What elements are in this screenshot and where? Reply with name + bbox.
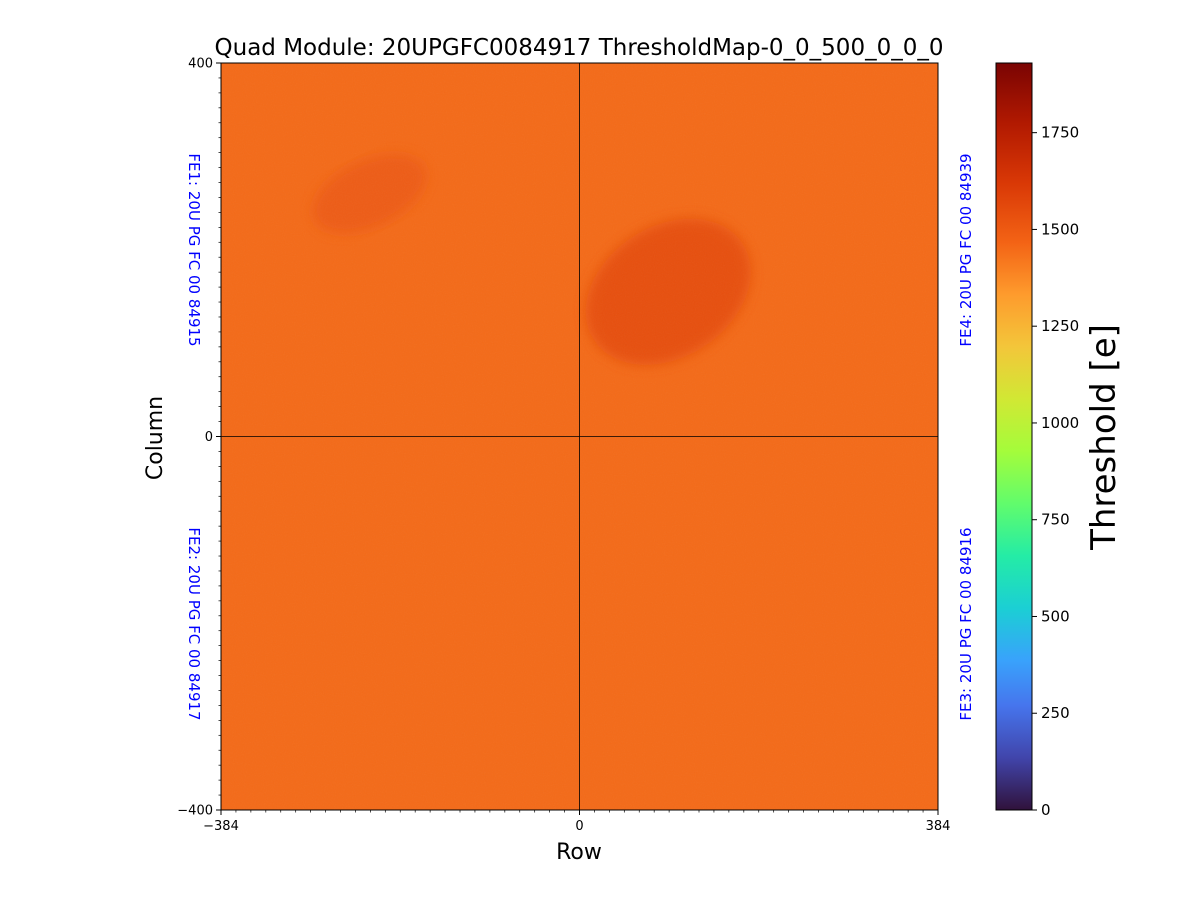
y-axis-label: Column <box>143 396 168 480</box>
chip-label-fe2: FE2: 20U PG FC 00 84917 <box>185 527 203 720</box>
heatmap-plot-area <box>220 62 939 811</box>
colorbar-label: Threshold [e] <box>1084 324 1124 551</box>
y-tick-label: 400 <box>188 57 213 72</box>
y-axis-ticks: −400 0 400 <box>177 57 221 819</box>
x-axis-label: Row <box>556 840 602 865</box>
x-tick-label: 0 <box>575 819 583 834</box>
x-axis-ticks: −384 0 384 <box>203 810 950 834</box>
colorbar-tick-label: 1000 <box>1041 414 1079 432</box>
chart-title: Quad Module: 20UPGFC0084917 ThresholdMap… <box>215 35 944 61</box>
colorbar-tick-label: 250 <box>1041 704 1070 722</box>
colorbar-frame <box>995 62 1033 811</box>
colorbar-ticks: 0 250 500 750 1000 1250 1500 1750 <box>1032 124 1079 819</box>
colorbar-tick-label: 500 <box>1041 607 1070 625</box>
chip-label-fe4: FE4: 20U PG FC 00 84939 <box>957 153 975 346</box>
y-tick-label: −400 <box>177 804 213 819</box>
colorbar-tick-label: 1750 <box>1041 124 1079 142</box>
chip-label-fe3: FE3: 20U PG FC 00 84916 <box>957 527 975 720</box>
y-tick-label: 0 <box>205 430 213 445</box>
colorbar-tick-label: 750 <box>1041 511 1070 529</box>
colorbar-tick-label: 1500 <box>1041 220 1079 238</box>
x-tick-label: −384 <box>203 819 239 834</box>
colorbar-fill <box>996 63 1032 810</box>
colorbar-tick-label: 1250 <box>1041 317 1079 335</box>
colorbar: 0 250 500 750 1000 1250 1500 1750 Threshold [e] <box>995 62 1124 819</box>
y-axis-minor-ticks <box>218 62 221 811</box>
colorbar-tick-label: 0 <box>1041 801 1051 819</box>
chip-label-fe1: FE1: 20U PG FC 00 84915 <box>185 153 203 346</box>
x-tick-label: 384 <box>926 819 951 834</box>
